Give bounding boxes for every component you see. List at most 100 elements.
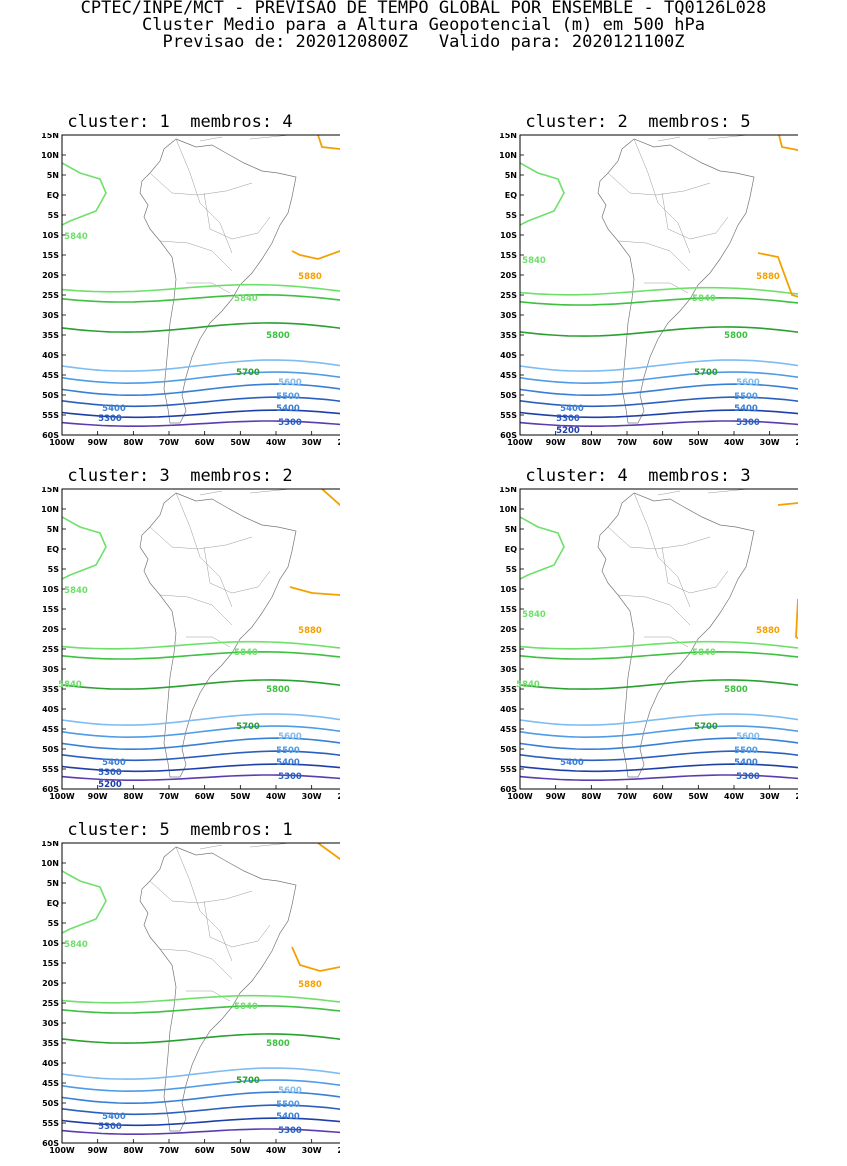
contour-label: 5500: [734, 392, 758, 402]
map-layer: [62, 135, 340, 427]
contour-label: 5300: [556, 414, 580, 424]
lon-tick-label: 100W: [507, 792, 533, 801]
contour-5400: [62, 1091, 340, 1104]
south-america-outline: [597, 492, 755, 778]
lon-tick-label: 80W: [581, 792, 601, 801]
lat-tick-label: 10S: [42, 231, 59, 240]
contour-5200: [520, 409, 798, 419]
contour-label: 5840: [58, 680, 82, 690]
cluster-panel-2: cluster: 2 membros: 5 15N 10N 5N EQ 5S 10S 15S…: [458, 112, 798, 454]
contour-5800: [62, 293, 340, 303]
contour-label: 5840: [64, 940, 88, 950]
contour-label: 5840: [234, 1002, 258, 1012]
lon-tick-label: 30W: [302, 1146, 322, 1155]
lat-tick-label: 20S: [42, 979, 59, 988]
lon-tick-label: 90W: [88, 438, 108, 447]
contour-5200: [62, 763, 340, 773]
cluster-panel-1: cluster: 1 membros: 4 15N 10N 5N EQ 5S 10S 15S…: [0, 112, 340, 454]
country-border: [149, 526, 253, 550]
lat-tick-label: 20S: [500, 625, 517, 634]
panel-title: cluster: 5 membros: 1: [67, 820, 293, 840]
country-border: [186, 282, 231, 294]
lat-tick-label: 35S: [42, 685, 59, 694]
country-border: [159, 948, 233, 980]
lat-tick-label: EQ: [47, 899, 59, 908]
cluster-panel-5: cluster: 5 membros: 1 15N 10N 5N EQ 5S 10S 15S…: [0, 820, 340, 1162]
header-line-3: Previsao de: 2020120800Z Valido para: 20…: [162, 32, 685, 52]
lat-tick-label: 45S: [42, 1079, 59, 1088]
plot-frame: [61, 842, 340, 1144]
contour-label: 5800: [724, 685, 748, 695]
lon-tick-label: 70W: [617, 792, 637, 801]
lon-tick-label: 40W: [266, 792, 286, 801]
contour-label: 5500: [276, 1100, 300, 1110]
lon-tick-label: 60W: [195, 1146, 215, 1155]
contour-5700: [62, 1033, 340, 1044]
lon-tick-label: 100W: [507, 438, 533, 447]
lat-tick-label: 5S: [48, 211, 60, 220]
lat-tick-label: 40S: [500, 351, 517, 360]
lat-tick-label: 55S: [500, 765, 517, 774]
country-border: [633, 492, 691, 608]
panel-title: cluster: 1 membros: 4: [67, 112, 293, 132]
map-layer: [62, 489, 340, 781]
contour-label: 5400: [276, 1112, 300, 1122]
contour-label: 5400: [276, 404, 300, 414]
lon-tick-label: 80W: [123, 438, 143, 447]
contour-low: [62, 774, 340, 781]
contour-label: 5300: [278, 418, 302, 428]
lon-tick-label: 100W: [49, 1146, 75, 1155]
lat-tick-label: 45S: [500, 725, 517, 734]
lon-tick-label: 80W: [123, 1146, 143, 1155]
country-border: [633, 138, 691, 254]
lat-tick-label: 15S: [42, 959, 59, 968]
contour-5500: [520, 725, 798, 739]
contour-5840: [520, 640, 798, 650]
country-border: [231, 216, 271, 240]
country-border: [149, 172, 253, 196]
country-border: [186, 636, 231, 648]
contour-label: 5840: [522, 610, 546, 620]
contour-5840: [520, 286, 798, 296]
contour-low: [520, 420, 798, 427]
lat-tick-label: 30S: [42, 311, 59, 320]
contour-5300: [62, 750, 340, 762]
lat-tick-label: 35S: [42, 1039, 59, 1048]
lat-tick-label: 60S: [42, 1139, 59, 1148]
lat-tick-label: 45S: [42, 725, 59, 734]
country-border: [689, 570, 729, 594]
contour-5800: [520, 650, 798, 660]
country-border: [617, 594, 691, 626]
contour-5880: [777, 502, 798, 506]
caribbean-coast: [199, 489, 291, 496]
lon-tick-label: 40W: [266, 438, 286, 447]
contour-5880: [778, 135, 798, 151]
contour-label: 5880: [756, 272, 780, 282]
contour-5400: [520, 383, 798, 396]
contour-label: 5400: [102, 758, 126, 768]
country-border: [186, 990, 231, 1002]
lat-tick-label: 55S: [42, 411, 59, 420]
contour-5800: [62, 650, 340, 660]
contour-label: 5400: [560, 758, 584, 768]
country-border: [149, 880, 253, 904]
lon-tick-label: 100W: [49, 792, 75, 801]
contour-5880: [321, 489, 340, 507]
contour-5600: [62, 359, 340, 372]
contour-label: 5500: [734, 746, 758, 756]
cluster-panel-4: cluster: 4 membros: 3 15N 10N 5N EQ 5S 10S 15S…: [458, 466, 798, 808]
lat-tick-label: 5N: [505, 171, 517, 180]
contour-label: 5840: [234, 294, 258, 304]
lat-tick-label: 40S: [500, 705, 517, 714]
lat-tick-label: 25S: [500, 645, 517, 654]
contour-label: 5400: [102, 1112, 126, 1122]
lat-tick-label: 15S: [500, 605, 517, 614]
country-border: [175, 846, 233, 962]
panel-title: cluster: 2 membros: 5: [525, 112, 751, 132]
contour-5400: [520, 737, 798, 750]
contour-label: 5200: [98, 780, 122, 790]
lat-tick-label: 30S: [42, 665, 59, 674]
contour-5700: [62, 322, 340, 333]
country-border: [231, 924, 271, 948]
south-america-outline: [139, 846, 297, 1132]
